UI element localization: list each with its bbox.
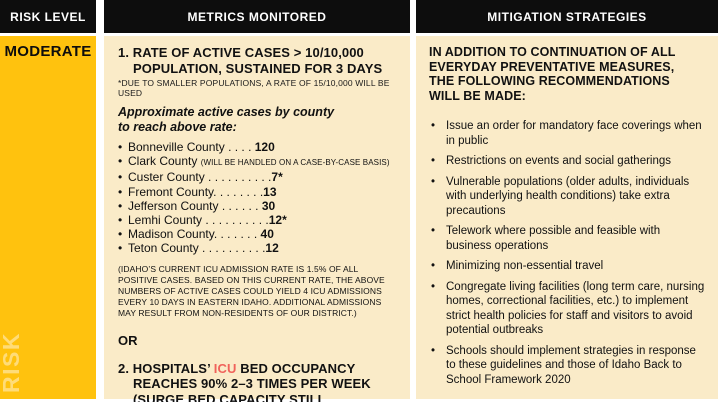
risk-level-column: RISK LEVEL MODERATE MODERATE RISK (0, 0, 96, 402)
bullet-icon (429, 119, 446, 148)
icu-admission-note: (IDAHO’S CURRENT ICU ADMISSION RATE IS 1… (118, 263, 385, 319)
mitigation-item: Minimizing non-essential travel (429, 259, 706, 274)
county-row: Jefferson County . . . . . . 30 (118, 199, 398, 213)
metrics-column: METRICS MONITORED 1. RATE OF ACTIVE CASE… (104, 0, 410, 402)
icu-highlight: ICU (213, 360, 237, 376)
active-cases-subheading-line1: Approximate active cases by county (118, 105, 335, 119)
bullet-icon (429, 259, 446, 274)
county-value: 40 (260, 227, 274, 242)
county-dots: . . . . . . . . (213, 184, 264, 199)
bullet-icon (118, 140, 128, 154)
bullet-icon (429, 224, 446, 253)
bullet-icon (118, 241, 128, 255)
or-divider: OR (118, 332, 138, 348)
metric-1-footnote: *DUE TO SMALLER POPULATIONS, A RATE OF 1… (118, 78, 390, 98)
metric-2-title: 2. HOSPITALS’ ICU BED OCCUPANCY REACHES … (118, 361, 398, 402)
county-name: Clark County (128, 154, 198, 169)
risk-watermark: MODERATE RISK (0, 251, 24, 393)
county-name: Lemhi County (128, 213, 203, 228)
bullet-icon (429, 344, 446, 388)
county-value: 7* (271, 170, 283, 185)
county-dots: . . . . . . . (213, 227, 261, 242)
county-dots: . . . . . . . . . . (204, 170, 272, 185)
bullet-icon (118, 170, 128, 184)
county-row: Clark County (WILL BE HANDLED ON A CASE-… (118, 154, 398, 170)
county-dots: . . . . (224, 140, 255, 154)
county-row: Madison County. . . . . . . 40 (118, 227, 398, 241)
metrics-panel: 1. RATE OF ACTIVE CASES > 10/10,000 POPU… (104, 36, 410, 402)
mitigation-heading-line4: WILL BE MADE: (429, 88, 526, 103)
county-dots: . . . . . . . . . . (202, 213, 269, 228)
county-value: 12* (268, 213, 287, 228)
metrics-header: METRICS MONITORED (104, 0, 410, 33)
risk-level-value: MODERATE (4, 43, 92, 60)
county-value: 13 (263, 184, 277, 199)
county-value: 120 (254, 140, 275, 154)
mitigation-item-text: Minimizing non-essential travel (446, 260, 604, 272)
metric-1-title: 1. RATE OF ACTIVE CASES > 10/10,000 POPU… (118, 45, 398, 76)
mitigation-item-text: Congregate living facilities (long term … (446, 280, 705, 337)
mitigation-item: Issue an order for mandatory face coveri… (429, 119, 706, 148)
mitigation-item-text: Telework where possible and feasible wit… (446, 225, 661, 252)
mitigation-item-text: Schools should implement strategies in r… (446, 344, 696, 386)
county-list: Bonneville County . . . . 120 Clark Coun… (118, 140, 398, 256)
metric-2-title-line2: REACHES 90% 2–3 TIMES PER WEEK (133, 376, 371, 392)
metric-1-title-line1: 1. RATE OF ACTIVE CASES > 10/10,000 (118, 45, 364, 60)
mitigation-column: MITIGATION STRATEGIES IN ADDITION TO CON… (416, 0, 718, 402)
risk-watermark-line2: RISK (0, 332, 24, 393)
mitigation-item: Vulnerable populations (older adults, in… (429, 175, 706, 219)
county-name: Fremont County (128, 184, 214, 199)
county-name: Jefferson County (128, 198, 219, 213)
risk-level-panel: MODERATE MODERATE RISK (0, 36, 96, 399)
mitigation-item-text: Restrictions on events and social gather… (446, 155, 672, 167)
county-value: 30 (261, 198, 276, 213)
county-name: Teton County (128, 241, 199, 256)
mitigation-item: Telework where possible and feasible wit… (429, 224, 706, 253)
mitigation-item: Congregate living facilities (long term … (429, 280, 706, 338)
risk-level-header: RISK LEVEL (0, 0, 96, 33)
mitigation-item-text: Vulnerable populations (older adults, in… (446, 175, 690, 217)
mitigation-heading-line1: IN ADDITION TO CONTINUATION OF ALL (429, 45, 676, 59)
bullet-icon (118, 199, 128, 213)
bullet-icon (118, 227, 128, 241)
mitigation-heading: IN ADDITION TO CONTINUATION OF ALL EVERY… (429, 45, 706, 103)
active-cases-subheading-line2: to reach above rate: (118, 120, 237, 134)
metric-2-title-pre: 2. HOSPITALS’ (118, 360, 214, 376)
mitigation-item-text: Issue an order for mandatory face coveri… (446, 120, 702, 147)
bullet-icon (429, 154, 446, 169)
mitigation-item: Restrictions on events and social gather… (429, 154, 706, 169)
mitigation-panel: IN ADDITION TO CONTINUATION OF ALL EVERY… (416, 36, 718, 399)
mitigation-item: Schools should implement strategies in r… (429, 344, 706, 388)
county-note: (WILL BE HANDLED ON A CASE-BY-CASE BASIS… (200, 158, 390, 168)
bullet-icon (118, 154, 128, 168)
county-row: Custer County . . . . . . . . . .7* (118, 170, 398, 184)
metric-2-title-line3: (SURGE BED CAPACITY STILL AVAILABLE) (133, 391, 326, 402)
county-row: Fremont County. . . . . . . .13 (118, 185, 398, 199)
bullet-icon (118, 185, 128, 199)
county-row: Lemhi County . . . . . . . . . .12* (118, 213, 398, 227)
county-dots: . . . . . . . . . . (198, 241, 266, 256)
bullet-icon (429, 280, 446, 338)
mitigation-header: MITIGATION STRATEGIES (416, 0, 718, 33)
county-name: Madison County (128, 227, 214, 242)
bullet-icon (429, 175, 446, 219)
metric-1-title-line2: POPULATION, SUSTAINED FOR 3 DAYS (133, 60, 383, 76)
bullet-icon (118, 213, 128, 227)
county-name: Bonneville County (128, 140, 225, 154)
county-dots: . . . . . . (218, 198, 262, 213)
active-cases-subheading: Approximate active cases by county to re… (118, 105, 398, 135)
county-row: Teton County . . . . . . . . . .12 (118, 241, 398, 255)
mitigation-heading-line3: THE FOLLOWING RECOMMENDATIONS (429, 74, 670, 88)
county-row: Bonneville County . . . . 120 (118, 140, 398, 154)
metric-2-title-line1: 2. HOSPITALS’ ICU BED OCCUPANCY (118, 360, 398, 377)
mitigation-list: Issue an order for mandatory face coveri… (429, 119, 706, 387)
mitigation-heading-line2: EVERYDAY PREVENTATIVE MEASURES, (429, 59, 675, 74)
county-name: Custer County (128, 170, 205, 185)
county-value: 12 (265, 241, 279, 256)
metric-2-title-post: BED OCCUPANCY (236, 360, 356, 376)
